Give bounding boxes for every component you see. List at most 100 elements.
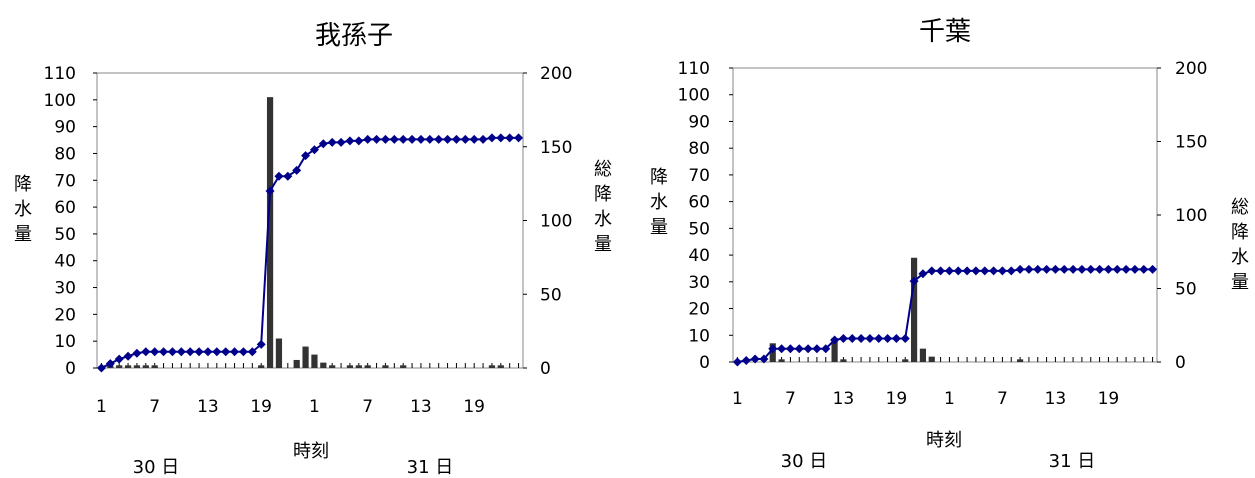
rain-bar: [910, 257, 918, 362]
cumulative-point: [803, 344, 813, 354]
cumulative-point: [363, 134, 373, 144]
cumulative-point: [256, 339, 266, 349]
cumulative-point: [443, 134, 453, 144]
cumulative-point: [478, 134, 488, 144]
rain-bar: [142, 365, 149, 368]
left-y-tick-label: 90: [54, 118, 76, 138]
cumulative-point: [1068, 264, 1078, 274]
left-y-tick-label: 40: [688, 246, 710, 266]
x-tick-label: 1: [944, 389, 955, 409]
left-y-tick-label: 50: [54, 225, 76, 245]
rain-bar: [293, 359, 300, 368]
cumulative-point: [768, 344, 778, 354]
rain-bar: [311, 354, 318, 368]
right-y-label-char: 総: [594, 159, 612, 180]
left-y-tick-label: 30: [688, 273, 710, 293]
left-y-tick-label: 10: [688, 326, 710, 346]
left-y-axis-ticks-chiba: 0 10 20 30 40 50 60 70 80 90 100 110: [678, 59, 733, 373]
cumulative-point: [496, 133, 506, 143]
left-y-tick-label: 80: [688, 139, 710, 159]
x-axis-ticks-abiko: 1 7 13 19 1 7 13 19: [96, 363, 520, 417]
cumulative-point: [398, 134, 408, 144]
x-axis-label-abiko: 時刻: [293, 441, 329, 462]
cumulative-point: [416, 134, 426, 144]
cumulative-point: [247, 347, 257, 357]
cumulative-point: [953, 266, 963, 276]
cumulative-point: [1130, 264, 1140, 274]
cumulative-point: [997, 266, 1007, 276]
plot-area-chiba: [732, 67, 1158, 363]
cumulative-point: [1006, 266, 1016, 276]
cumulative-point: [1077, 264, 1087, 274]
chart-title-chiba: 千葉: [919, 17, 971, 47]
cumulative-point: [900, 333, 910, 343]
chart-chiba: 千葉 0 10 20 30 40 50 60 70 80 90 100 110 0 50 100 150 20…: [650, 17, 1249, 472]
x-tick-label: 1: [309, 397, 320, 417]
rain-bar: [329, 365, 336, 368]
bars-abiko: [107, 97, 504, 369]
cumulative-point: [989, 266, 999, 276]
x-tick-label: 13: [833, 389, 855, 409]
cumulative-point: [1095, 264, 1105, 274]
left-y-tick-label: 70: [688, 166, 710, 186]
x-tick-label: 1: [96, 397, 107, 417]
cumulative-point: [123, 351, 133, 361]
left-y-tick-label: 40: [54, 252, 76, 272]
cumulative-point: [830, 335, 840, 345]
cumulative-point: [327, 137, 337, 147]
x-tick-label: 13: [197, 397, 219, 417]
cumulative-point: [469, 134, 479, 144]
rain-bar: [124, 365, 132, 368]
cumulative-point: [114, 354, 124, 364]
cumulative-point: [380, 134, 390, 144]
left-y-tick-label: 60: [688, 193, 710, 213]
left-y-label-char: 降: [14, 174, 32, 195]
left-y-tick-label: 100: [678, 86, 710, 106]
left-y-tick-label: 0: [699, 353, 710, 373]
cumulative-point: [741, 356, 751, 366]
left-y-tick-label: 10: [54, 332, 76, 352]
cumulative-point: [425, 134, 435, 144]
cumulative-point: [847, 333, 857, 343]
rain-bar: [488, 365, 496, 368]
rain-bar: [266, 97, 274, 369]
rain-bar: [258, 365, 265, 368]
cumulative-point: [265, 186, 275, 196]
rain-bar: [382, 365, 389, 368]
cumulative-point: [345, 136, 355, 146]
x-tick-label: 7: [362, 397, 373, 417]
rain-bar: [919, 348, 927, 362]
left-y-tick-label: 60: [54, 198, 76, 218]
cumulative-point: [96, 363, 106, 373]
cumulative-point: [185, 347, 195, 357]
rain-bar: [400, 365, 407, 368]
right-y-tick-label: 200: [1175, 59, 1207, 79]
rain-bar: [275, 338, 283, 368]
left-y-label-char: 量: [14, 224, 32, 245]
cumulative-point: [865, 333, 875, 343]
x-tick-label: 7: [785, 389, 796, 409]
right-y-label-char: 量: [1231, 272, 1249, 293]
left-y-label-char: 水: [14, 199, 32, 220]
x-tick-label: 13: [1045, 389, 1067, 409]
right-y-label-char: 降: [594, 184, 612, 205]
left-y-tick-label: 110: [44, 64, 76, 84]
cumulative-point: [1033, 264, 1043, 274]
cumulative-point: [389, 134, 399, 144]
left-y-tick-label: 20: [688, 300, 710, 320]
cumulative-point: [1112, 264, 1122, 274]
right-y-axis-ticks-chiba: 0 50 100 150 200: [1157, 59, 1207, 373]
cumulative-point: [759, 354, 769, 364]
cumulative-point: [212, 347, 222, 357]
plot-area-abiko: [96, 72, 524, 369]
rain-bar: [902, 359, 909, 362]
x-tick-label: 7: [997, 389, 1008, 409]
cumulative-point: [283, 171, 293, 181]
cumulative-point: [274, 171, 284, 181]
right-y-tick-label: 0: [1175, 353, 1186, 373]
cumulative-point: [927, 266, 937, 276]
left-y-tick-label: 80: [54, 144, 76, 164]
left-y-tick-label: 110: [678, 59, 710, 79]
